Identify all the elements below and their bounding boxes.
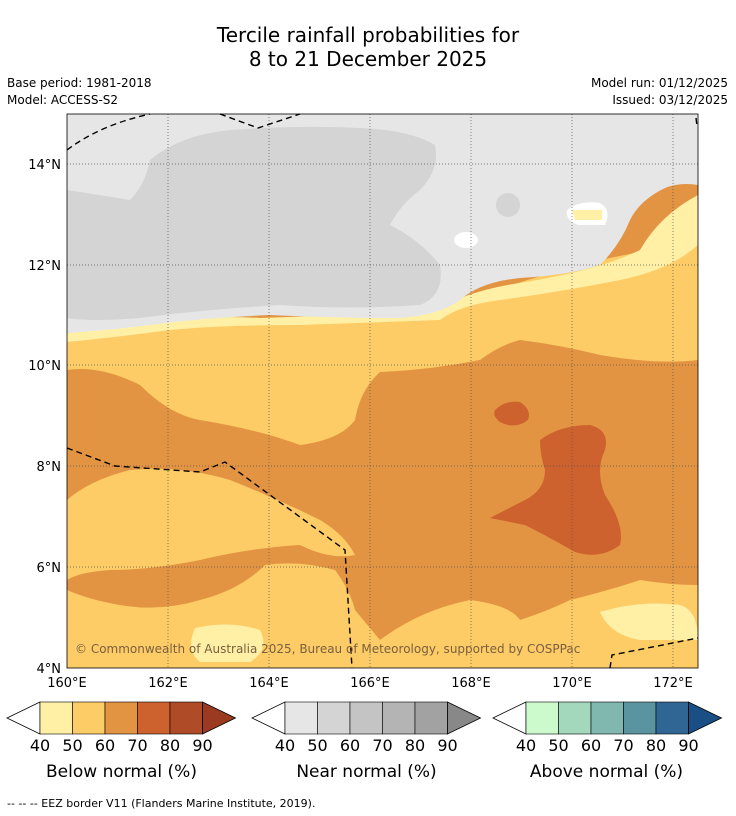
lon-label: 166°E — [350, 676, 390, 691]
eez-footnote: -- -- -- EEZ border V11 (Flanders Marine… — [7, 797, 316, 810]
map-title-line2: 8 to 21 December 2025 — [248, 47, 488, 71]
colorbars — [6, 701, 723, 735]
colorbar-over-arrow — [447, 701, 482, 735]
lon-label: 162°E — [148, 676, 188, 691]
above-normal-label: Above normal (%) — [529, 762, 684, 782]
colorbar-segment — [525, 701, 559, 735]
colorbar-tick-label: 40 — [515, 736, 537, 755]
lon-label: 170°E — [552, 676, 592, 691]
colorbar-tick-label: 70 — [613, 736, 634, 755]
lat-label: 12°N — [28, 259, 61, 274]
colorbar-under-arrow — [251, 701, 286, 735]
issued-date: Issued: 03/12/2025 — [612, 93, 728, 107]
colorbar-tick-label: 70 — [127, 736, 148, 755]
map-plot-area — [67, 114, 698, 668]
colorbar-tick-label: 40 — [29, 736, 51, 755]
colorbar-tick-label: 80 — [645, 736, 667, 755]
lat-label: 10°N — [28, 359, 61, 374]
colorbar-segment — [284, 701, 318, 735]
lat-axis: 14°N 12°N 10°N 8°N 6°N 4°N — [28, 158, 61, 677]
lon-label: 160°E — [47, 676, 87, 691]
colorbar-segment — [39, 701, 73, 735]
lat-label: 4°N — [37, 662, 62, 677]
colorbar-tick-label: 90 — [437, 736, 458, 755]
colorbar-under-arrow — [6, 701, 41, 735]
lat-label: 6°N — [37, 561, 62, 576]
lon-label: 172°E — [653, 676, 693, 691]
colorbar-segment — [317, 701, 351, 735]
lon-axis: 160°E 162°E 164°E 166°E 168°E 170°E 172°… — [47, 676, 693, 691]
near-normal-label: Near normal (%) — [296, 762, 437, 782]
colorbar-tick-label: 80 — [404, 736, 426, 755]
colorbar-segment — [558, 701, 592, 735]
lon-label: 168°E — [451, 676, 491, 691]
colorbar-segment — [104, 701, 138, 735]
graticule — [67, 114, 698, 668]
lon-label: 164°E — [249, 676, 289, 691]
colorbar-tick-label: 40 — [274, 736, 296, 755]
colorbar-tick-label: 50 — [307, 736, 328, 755]
lat-label: 8°N — [37, 460, 62, 475]
colorbar-tick-label: 60 — [94, 736, 116, 755]
colorbar-over-arrow — [202, 701, 237, 735]
copyright-note: © Commonwealth of Australia 2025, Bureau… — [75, 642, 580, 656]
colorbar-tick-label: 60 — [339, 736, 361, 755]
colorbar-segment — [623, 701, 657, 735]
colorbar-under-arrow — [492, 701, 527, 735]
colorbar-segment — [72, 701, 106, 735]
colorbar-segment — [414, 701, 448, 735]
model-run: Model run: 01/12/2025 — [590, 76, 728, 90]
lat-label: 14°N — [28, 158, 61, 173]
colorbar-tick-label: 60 — [580, 736, 602, 755]
base-period: Base period: 1981-2018 — [7, 76, 152, 90]
eez-borders — [66, 113, 699, 669]
colorbar-segment — [137, 701, 171, 735]
colorbar-tick-label: 70 — [372, 736, 393, 755]
colorbar-segment — [590, 701, 624, 735]
below-normal-label: Below normal (%) — [46, 762, 197, 782]
colorbar-segment — [349, 701, 383, 735]
colorbar-tick-label: 50 — [548, 736, 569, 755]
colorbar-tick-label: 90 — [678, 736, 699, 755]
colorbar-tick-label: 90 — [192, 736, 213, 755]
colorbar-segment — [655, 701, 689, 735]
colorbar-over-arrow — [688, 701, 723, 735]
colorbar-tick-label: 80 — [159, 736, 181, 755]
colorbar-segment — [169, 701, 203, 735]
colorbar-tick-label: 50 — [62, 736, 83, 755]
model-name: Model: ACCESS-S2 — [7, 93, 119, 107]
map-title-line1: Tercile rainfall probabilities for — [216, 23, 520, 47]
colorbar-segment — [382, 701, 416, 735]
